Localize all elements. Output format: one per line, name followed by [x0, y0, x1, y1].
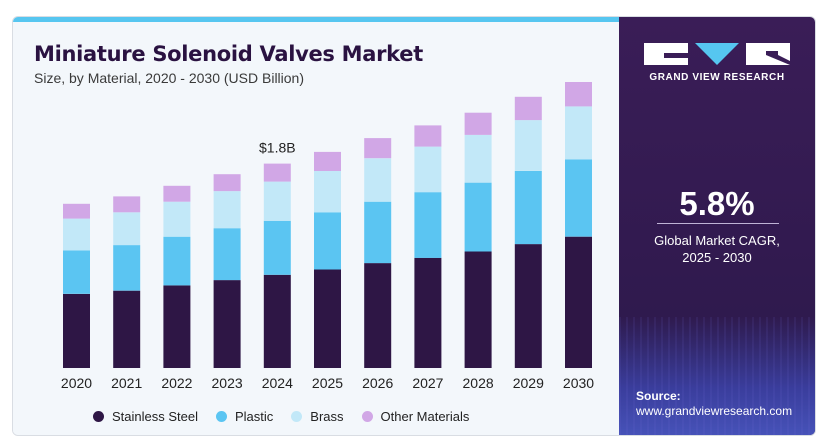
bar-2023-plastic — [213, 228, 241, 281]
sidebar-pattern — [619, 317, 815, 435]
bar-2027-other-materials — [414, 125, 442, 147]
infographic-card: Miniature Solenoid Valves Market Size, b… — [12, 16, 816, 436]
legend-swatch — [291, 410, 303, 422]
bar-2027-stainless-steel — [414, 257, 442, 368]
bar-2025-plastic — [314, 212, 341, 270]
x-tick-label: 2021 — [111, 375, 142, 391]
cagr-label: Global Market CAGR, 2025 - 2030 — [619, 232, 815, 266]
brand-name: GRAND VIEW RESEARCH — [649, 72, 785, 83]
bar-2021-stainless-steel — [113, 290, 141, 368]
x-tick-label: 2020 — [61, 375, 92, 391]
legend-label: Stainless Steel — [112, 408, 198, 424]
legend-swatch — [361, 410, 373, 422]
bar-2029-plastic — [514, 171, 542, 245]
bar-2020-plastic — [63, 250, 90, 294]
x-tick-label: 2028 — [463, 375, 494, 391]
bar-2028-stainless-steel — [464, 251, 492, 368]
legend-swatch — [216, 410, 227, 422]
bar-2025-stainless-steel — [314, 269, 341, 368]
source-link[interactable]: www.grandviewresearch.com — [636, 404, 793, 418]
bar-2030-other-materials — [565, 82, 592, 107]
chart-panel: Miniature Solenoid Valves Market Size, b… — [13, 22, 619, 435]
bar-2028-brass — [464, 135, 492, 183]
bar-2029-stainless-steel — [514, 244, 542, 368]
bar-2028-plastic — [464, 182, 492, 252]
bar-2021-other-materials — [113, 196, 141, 213]
bar-2023-brass — [213, 191, 241, 229]
legend-item-brass: Brass — [291, 408, 344, 424]
bar-2029-other-materials — [514, 96, 542, 121]
legend-label: Plastic — [235, 408, 274, 424]
bar-2022-brass — [163, 201, 191, 237]
bar-2027-plastic — [414, 192, 442, 258]
bar-2023-stainless-steel — [213, 280, 241, 368]
value-annotation: $1.8B — [259, 140, 296, 156]
x-tick-label: 2027 — [412, 375, 443, 391]
grand-view-research-logo — [644, 43, 790, 65]
bar-2026-stainless-steel — [364, 263, 392, 368]
bar-2027-brass — [414, 146, 442, 193]
x-tick-label: 2025 — [312, 375, 343, 391]
bar-2021-plastic — [113, 245, 141, 291]
bar-2029-brass — [514, 120, 542, 171]
sidebar-panel: GRAND VIEW RESEARCH 5.8% Global Market C… — [619, 17, 815, 435]
cagr-label-line-2: 2025 - 2030 — [682, 250, 752, 265]
x-tick-label: 2026 — [362, 375, 393, 391]
bar-2020-brass — [63, 218, 90, 251]
bar-2025-other-materials — [314, 151, 341, 171]
source-title: Source: — [636, 389, 681, 403]
bar-2024-stainless-steel — [263, 274, 291, 368]
bar-2024-other-materials — [263, 163, 291, 182]
chart-title: Miniature Solenoid Valves Market — [34, 42, 423, 66]
bar-2022-plastic — [163, 236, 191, 286]
stacked-bar-chart: 2020 2021 2022 2023 2024 $1.8B 2025 2026 2027 202… — [61, 82, 594, 391]
bar-2026-plastic — [364, 201, 392, 264]
legend-swatch — [93, 410, 104, 422]
bar-2030-brass — [565, 106, 592, 160]
legend-label: Other Materials — [380, 408, 470, 424]
bar-2020-other-materials — [63, 203, 90, 219]
legend-item-stainless-steel: Stainless Steel — [93, 409, 198, 424]
bar-2022-other-materials — [163, 185, 191, 202]
accent-bar — [13, 17, 619, 22]
x-tick-label: 2024 — [262, 375, 293, 391]
x-tick-label: 2030 — [563, 375, 594, 391]
bar-2023-other-materials — [213, 174, 241, 192]
x-tick-label: 2023 — [212, 375, 243, 391]
bar-2030-stainless-steel — [565, 236, 592, 368]
x-tick-label: 2022 — [161, 375, 192, 391]
bar-2021-brass — [113, 212, 141, 246]
cagr-label-line-1: Global Market CAGR, — [654, 233, 780, 248]
cagr-divider — [657, 223, 779, 224]
bar-2024-plastic — [263, 220, 291, 275]
bar-2022-stainless-steel — [163, 285, 191, 368]
bar-2025-brass — [314, 171, 341, 213]
chart-legend: Stainless Steel Plastic Brass Other Materia… — [93, 406, 469, 426]
bar-2028-other-materials — [464, 112, 492, 135]
legend-label: Brass — [310, 408, 344, 424]
x-tick-label: 2029 — [513, 375, 544, 391]
bar-2020-stainless-steel — [63, 293, 90, 368]
bar-2026-other-materials — [364, 138, 392, 159]
legend-item-other-materials: Other Materials — [361, 408, 470, 424]
legend-item-plastic: Plastic — [216, 409, 273, 424]
bar-2026-brass — [364, 158, 392, 202]
bar-2030-plastic — [565, 159, 592, 237]
cagr-value: 5.8% — [679, 185, 755, 222]
chart-subtitle: Size, by Material, 2020 - 2030 (USD Bill… — [34, 70, 305, 86]
bar-2024-brass — [263, 181, 291, 221]
